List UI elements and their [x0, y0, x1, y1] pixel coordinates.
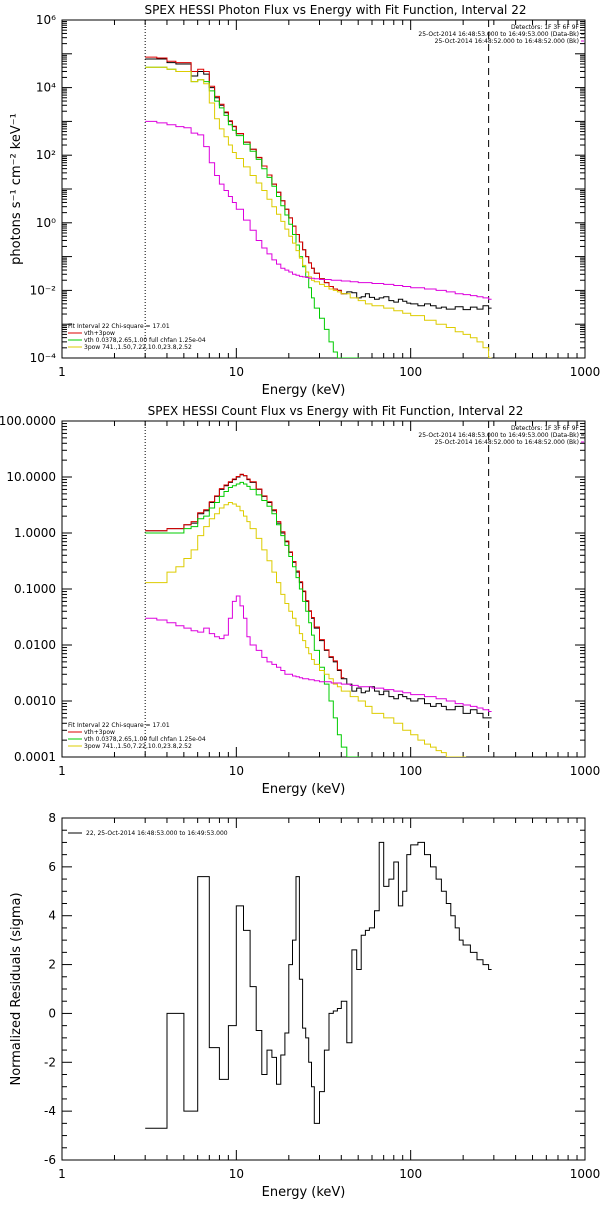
x-tick-label: 10: [229, 1167, 244, 1181]
y-tick-label: -4: [44, 1104, 56, 1118]
series-group: [145, 841, 492, 1129]
x-tick-label: 1: [58, 764, 66, 778]
chart-title: SPEX HESSI Count Flux vs Energy with Fit…: [148, 404, 524, 418]
y-tick-label: 0.0010: [14, 694, 56, 708]
y-tick-label: 10⁻⁴: [30, 351, 57, 365]
y-tick-label: 10⁰: [36, 216, 56, 230]
x-tick-label: 100: [399, 365, 422, 379]
x-axis-label: Energy (keV): [262, 782, 346, 797]
series-line-1: [145, 474, 492, 719]
x-tick-label: 1000: [570, 365, 600, 379]
fit-legend-item: vth 0.0378,2.65,1.00 full chfan 1.25e-04: [84, 736, 206, 743]
x-tick-label: 10: [229, 365, 244, 379]
detector-annotation: 25-Oct-2014 16:48:53.000 to 16:49:53.000…: [418, 31, 579, 38]
detector-annotation: 25-Oct-2014 16:48:52.000 to 16:48:52.000…: [435, 439, 579, 446]
x-tick-label: 1000: [570, 1167, 600, 1181]
series-line-3: [145, 66, 360, 358]
y-axis-label: Normalized Residuals (sigma): [9, 892, 24, 1085]
plot-frame: [61, 420, 586, 758]
x-axis-label: Energy (keV): [262, 383, 346, 398]
series-line-1: [145, 841, 492, 1129]
y-axis-label: photons s⁻¹ cm⁻² keV⁻¹: [9, 113, 24, 265]
y-tick-label: 0.0100: [14, 638, 56, 652]
detector-annotation: Detectors: 1F 3F 6F 9F: [511, 24, 580, 31]
y-tick-label: 1.0000: [14, 526, 56, 540]
chart-panel-3: 1 10 100 1000 -6 -4 -2 0 2 4 6 8 Energy (keV) Normali…: [9, 811, 600, 1200]
x-tick-label: 1: [58, 365, 66, 379]
series-line-3: [145, 481, 360, 757]
fit-legend-header: Fit Interval 22 Chi-square = 17.01: [68, 323, 170, 330]
chart-panel-2: SPEX HESSI Count Flux vs Energy with Fit…: [0, 404, 600, 797]
y-tick-label: 6: [48, 860, 56, 874]
y-tick-label: 0.0001: [14, 750, 56, 764]
series-line-5: [145, 595, 492, 712]
y-tick-label: 2: [48, 958, 56, 972]
series-line-2: [145, 56, 345, 295]
x-tick-label: 100: [399, 1167, 422, 1181]
plot-frame: [61, 19, 586, 359]
chart-panel-1: SPEX HESSI Photon Flux vs Energy with Fi…: [9, 3, 600, 398]
y-tick-label: 10.0000: [6, 470, 56, 484]
y-tick-label: 0: [48, 1006, 56, 1020]
x-tick-label: 1000: [570, 764, 600, 778]
detector-annotation: Detectors: 1F 3F 6F 9F: [511, 425, 580, 432]
fit-legend-item: vth+3pow: [84, 729, 115, 736]
chart-title: SPEX HESSI Photon Flux vs Energy with Fi…: [145, 3, 527, 17]
x-tick-label: 10: [229, 764, 244, 778]
y-tick-label: 0.1000: [14, 582, 56, 596]
series-line-4: [145, 502, 467, 757]
fit-legend-item: vth+3pow: [84, 330, 115, 337]
plot-frame: [61, 817, 586, 1161]
x-tick-label: 100: [399, 764, 422, 778]
y-tick-label: 10⁶: [36, 13, 56, 27]
y-tick-label: -2: [44, 1055, 56, 1069]
fit-legend-item: 3pow 741.,1.50,7.22,10.0,23.8,2.52: [84, 344, 192, 351]
series-line-5: [145, 120, 492, 300]
fit-legend-item: 3pow 741.,1.50,7.22,10.0,23.8,2.52: [84, 743, 192, 750]
y-tick-label: 10⁴: [36, 81, 56, 95]
y-tick-label: 4: [48, 909, 56, 923]
y-tick-label: 8: [48, 811, 56, 825]
detector-annotation: 25-Oct-2014 16:48:52.000 to 16:48:52.000…: [435, 38, 579, 45]
series-line-4: [145, 66, 492, 358]
x-axis-label: Energy (keV): [262, 1185, 346, 1200]
series-line-1: [145, 58, 492, 311]
fit-legend-item: vth 0.0378,2.65,1.00 full chfan 1.25e-04: [84, 337, 206, 344]
series-group: [145, 473, 492, 757]
detector-annotation: 25-Oct-2014 16:48:53.000 to 16:49:53.000…: [418, 432, 579, 439]
x-tick-label: 1: [58, 1167, 66, 1181]
y-tick-label: 10⁻²: [30, 283, 57, 297]
series-group: [145, 56, 492, 358]
residual-legend: 22, 25-Oct-2014 16:48:53.000 to 16:49:53…: [86, 830, 228, 837]
y-tick-label: 100.0000: [0, 414, 56, 428]
fit-legend-header: Fit Interval 22 Chi-square = 17.01: [68, 722, 170, 729]
y-tick-label: 10²: [36, 148, 56, 162]
y-tick-label: -6: [44, 1153, 56, 1167]
